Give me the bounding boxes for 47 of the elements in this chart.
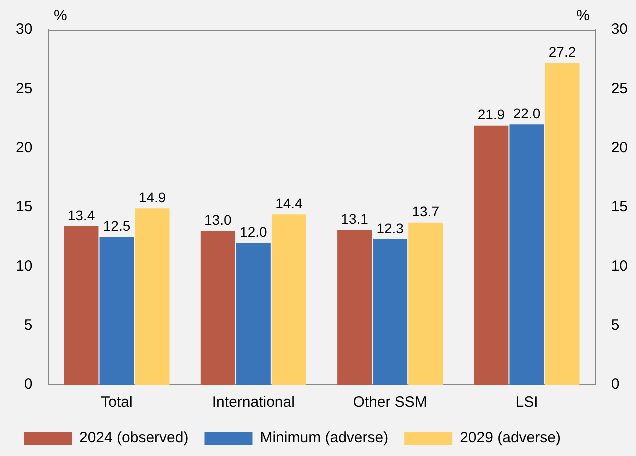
bar [64, 226, 99, 385]
bar [236, 243, 271, 385]
legend-label: 2029 (adverse) [460, 430, 561, 447]
bar [272, 214, 306, 385]
bar [338, 230, 372, 385]
x-tick-label: Other SSM [353, 394, 428, 412]
data-label: 14.9 [138, 190, 166, 206]
y-tick-label: 15 [16, 198, 33, 216]
data-label: 12.5 [103, 218, 131, 234]
y2-tick-label: 30 [611, 21, 628, 38]
bar [373, 239, 408, 385]
y-tick-label: 10 [16, 258, 33, 275]
data-label: 14.4 [276, 195, 304, 212]
y-tick-label: 30 [16, 21, 33, 38]
y2-tick-label: 10 [611, 258, 628, 275]
x-tick-label: Total [101, 394, 133, 412]
data-label: 22.0 [513, 106, 541, 122]
y2-tick-label: 20 [611, 139, 628, 156]
bar [545, 63, 580, 385]
legend-label: Minimum (adverse) [260, 430, 389, 447]
data-label: 12.3 [376, 220, 404, 236]
data-label: 12.0 [240, 224, 268, 240]
data-label: 13.1 [341, 210, 369, 227]
y-tick-label: 0 [24, 376, 33, 394]
y-tick-label: 5 [24, 316, 33, 334]
data-label: 27.2 [548, 44, 576, 60]
y2-tick-label: 25 [611, 80, 628, 98]
bar [135, 208, 170, 385]
bar [510, 124, 544, 385]
bar [408, 222, 444, 385]
data-label: 21.9 [478, 106, 506, 123]
y-axis-title: % [54, 8, 68, 25]
x-tick-label: International [212, 394, 295, 412]
y2-tick-label: 5 [611, 316, 620, 334]
y2-axis-title: % [576, 8, 590, 25]
legend-label: 2024 (observed) [80, 430, 189, 447]
y-tick-label: 20 [16, 139, 33, 156]
bar [100, 237, 134, 385]
y2-tick-label: 0 [611, 376, 620, 394]
data-label: 13.7 [412, 204, 440, 220]
data-label: 13.0 [204, 212, 232, 228]
y-tick-label: 25 [16, 80, 33, 98]
data-label: 13.4 [68, 207, 96, 224]
bar [474, 126, 509, 385]
x-tick-label: LSI [516, 394, 538, 412]
bar [200, 231, 236, 385]
y2-tick-label: 15 [611, 198, 628, 216]
